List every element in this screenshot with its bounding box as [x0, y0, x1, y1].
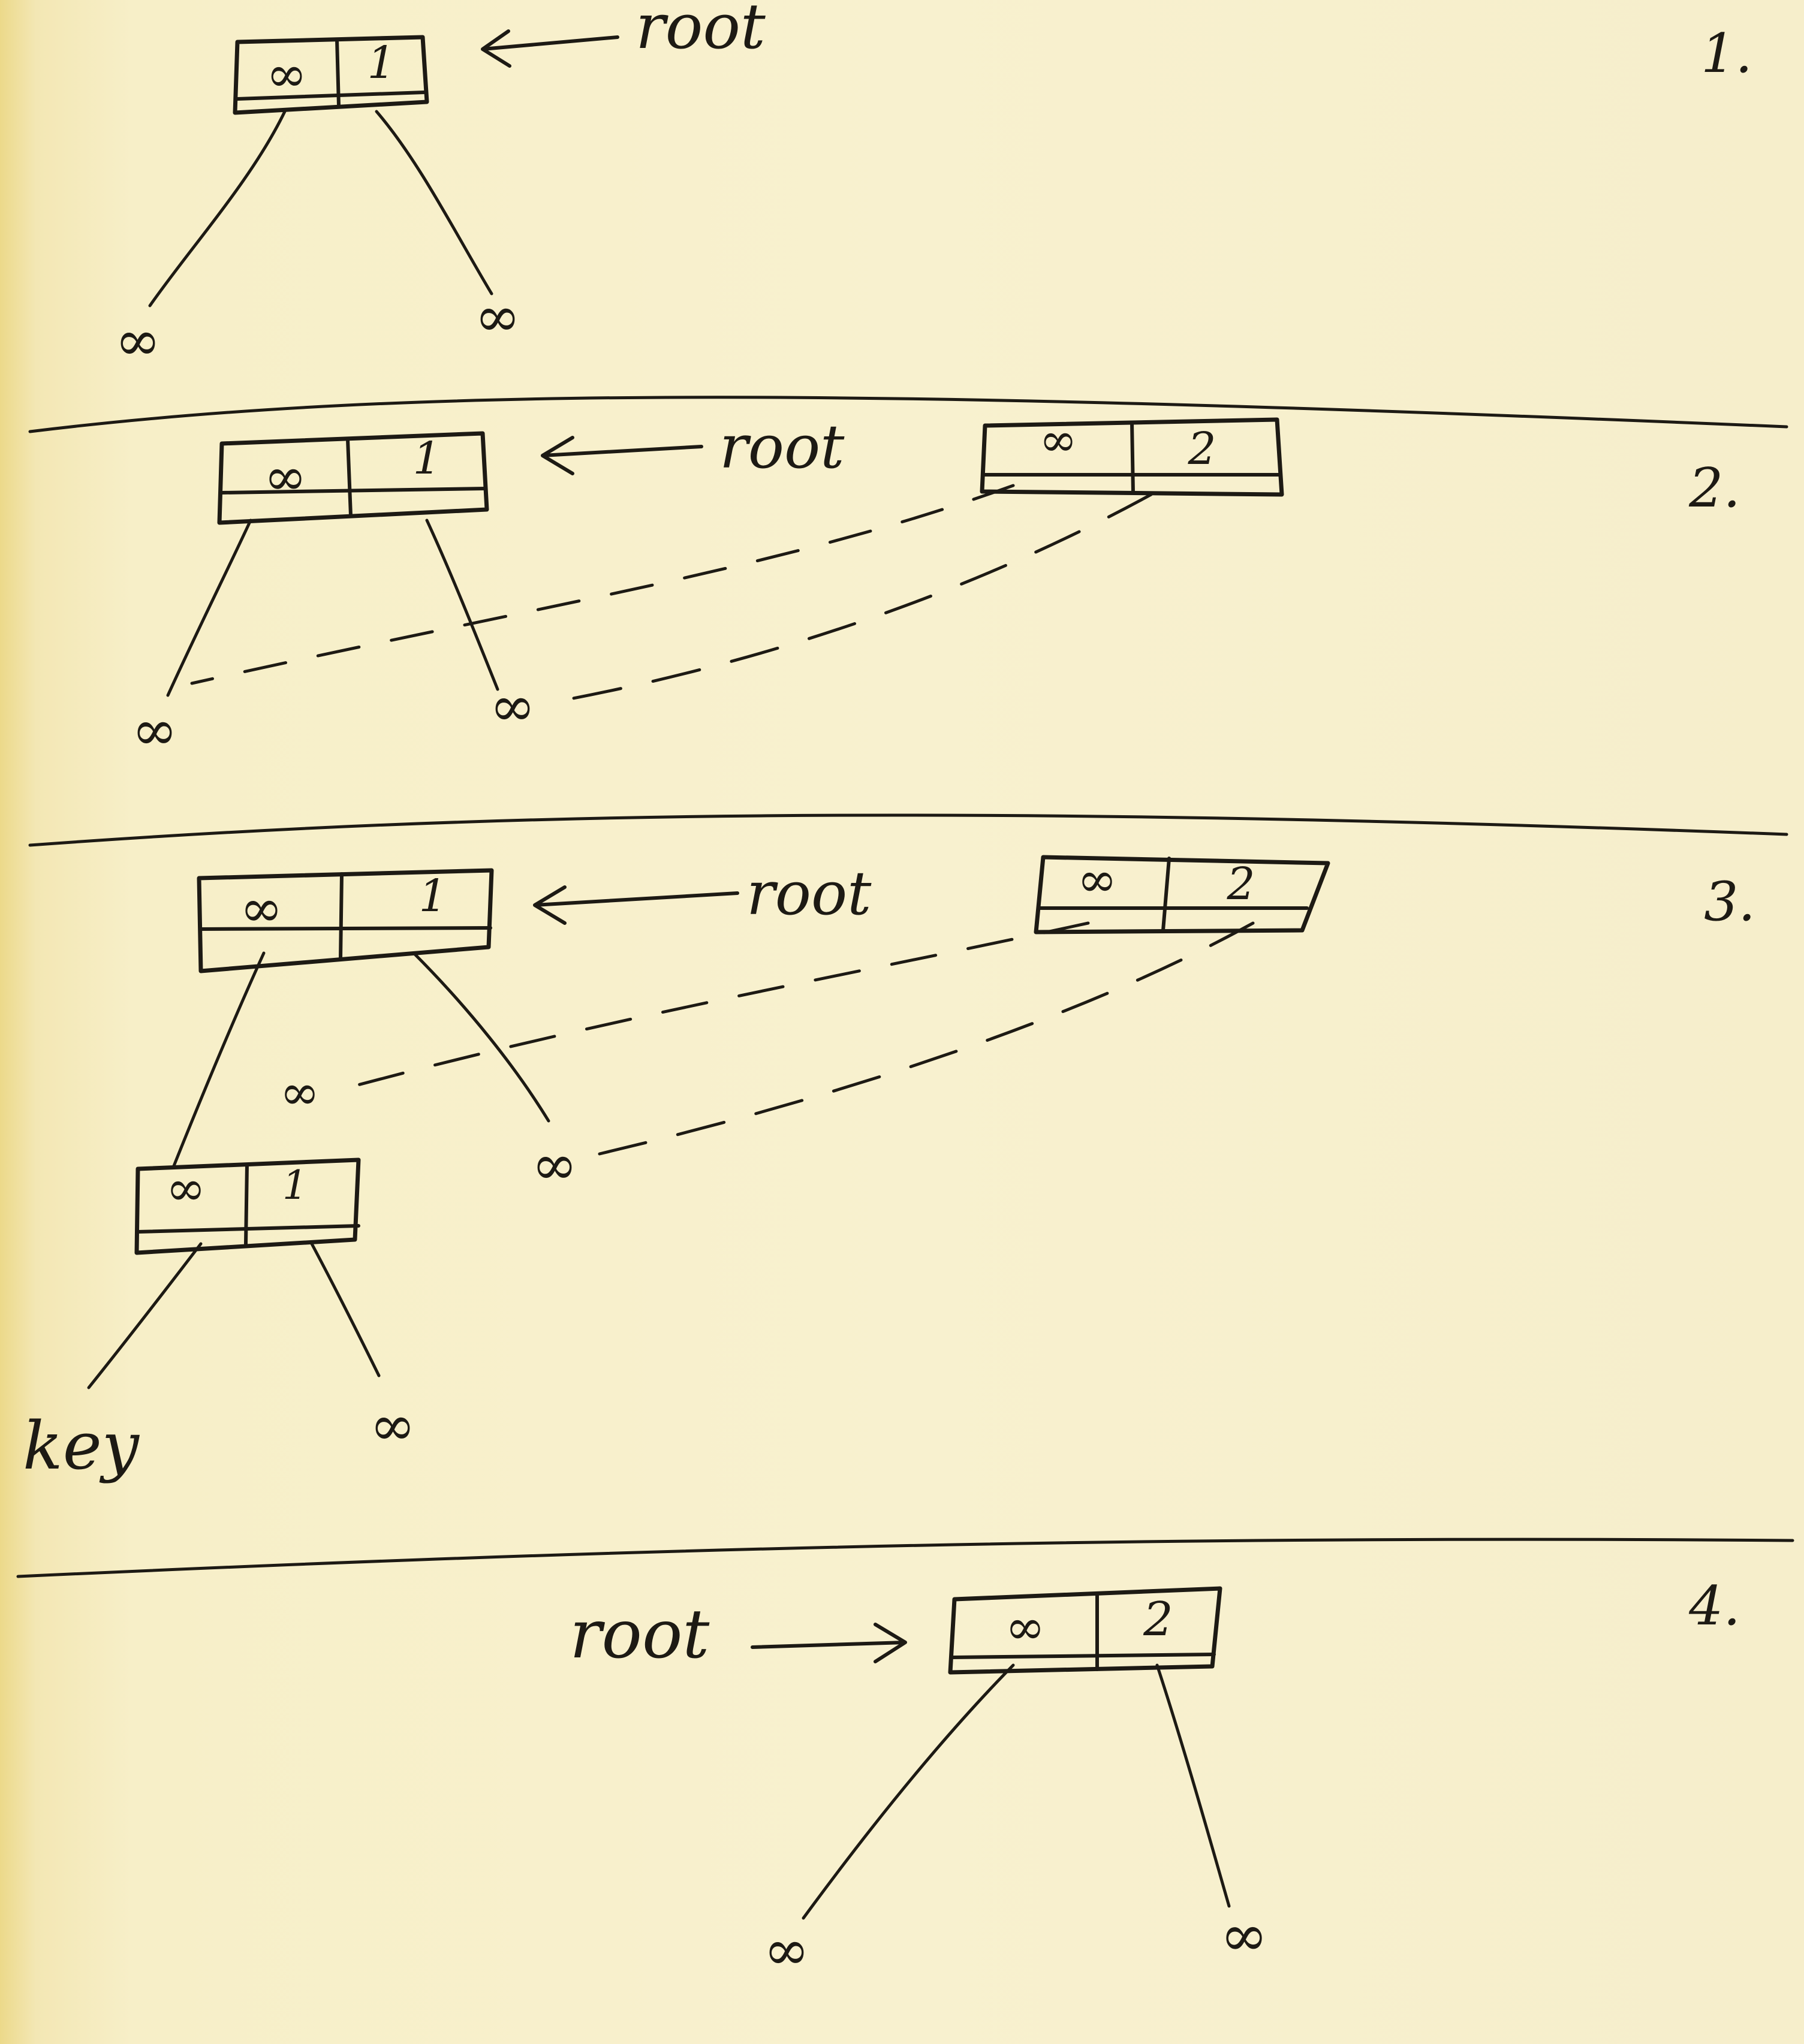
dashed-link-p2-left	[190, 484, 1015, 685]
divider-3	[16, 1537, 1794, 1578]
dashed-link-p2-right	[556, 493, 1153, 703]
node-p3-root: ∞ 1	[197, 868, 494, 973]
node-p3-new-left-value: ∞	[1077, 852, 1118, 908]
divider-1	[28, 396, 1788, 433]
root-label-p3: root	[746, 858, 872, 928]
divider-2	[28, 813, 1788, 847]
edge-p1-left	[148, 110, 287, 307]
node-p4-root: ∞ 2	[948, 1586, 1222, 1675]
panel-number-2: 2.	[1688, 457, 1740, 520]
node-p1-root-right-value: 1	[367, 37, 395, 89]
node-p3-root-left-value: ∞	[240, 879, 283, 939]
node-p1-root-left-value: ∞	[266, 46, 307, 103]
dashed-link-p3-left	[334, 921, 1090, 1093]
leaf-p2-left: ∞	[132, 698, 178, 762]
pointer-arrow-p4	[751, 1623, 907, 1663]
edge-p3-child-left	[87, 1242, 203, 1389]
edge-p4-right	[1155, 1663, 1231, 1908]
edge-p3-left	[172, 951, 266, 1168]
node-p3-root-right-value: 1	[418, 870, 447, 922]
node-p1-root: ∞ 1	[233, 35, 429, 115]
node-p3-new-right-value: 2	[1226, 858, 1255, 910]
edge-p2-left	[166, 518, 252, 697]
root-label-p1: root	[636, 0, 766, 63]
edge-p1-right	[375, 110, 493, 296]
node-p2-new: ∞ 2	[980, 413, 1284, 497]
node-p2-new-right-value: 2	[1187, 423, 1216, 475]
leaf-p2-right: ∞	[490, 674, 536, 738]
node-p2-new-left-value: ∞	[1039, 413, 1077, 466]
node-p2-root-left-value: ∞	[264, 447, 307, 507]
node-p4-root-left-value: ∞	[1005, 1599, 1046, 1655]
leaf-p1-right: ∞	[475, 285, 521, 349]
node-p3-child: ∞ 1	[134, 1157, 361, 1255]
root-label-p2: root	[719, 412, 845, 482]
node-p2-root-right-value: 1	[412, 433, 441, 484]
node-p4-root-right-value: 2	[1143, 1593, 1173, 1647]
pointer-arrow-p3	[533, 885, 739, 925]
leaf-p3-left: ∞	[280, 1065, 320, 1120]
panel-3: ∞ 1 root ∞ 2 ∞ ∞ ∞ 1 key ∞ 3.	[23, 852, 1755, 1484]
panel-number-4: 4.	[1688, 1575, 1740, 1638]
pointer-arrow-p1	[481, 29, 619, 68]
node-p3-child-right-value: 1	[282, 1162, 308, 1208]
panel-number-3: 3.	[1704, 870, 1755, 933]
panel-2: ∞ 1 root ∞ 2 ∞ ∞ 2.	[132, 412, 1740, 762]
node-p3-child-left-value: ∞	[166, 1160, 206, 1216]
panel-number-1: 1.	[1701, 22, 1752, 85]
leaf-p1-left: ∞	[115, 309, 161, 373]
edge-p4-left	[802, 1663, 1015, 1920]
dashed-link-p3-right	[598, 921, 1255, 1156]
edge-p3-right	[412, 951, 550, 1123]
edge-p3-child-right	[310, 1242, 381, 1377]
leaf-p3-child-right: ∞	[370, 1394, 416, 1458]
node-p3-new: ∞ 2	[1034, 852, 1330, 934]
panel-1: ∞ 1 root ∞ ∞ 1.	[115, 0, 1752, 373]
pointer-arrow-p2	[541, 436, 703, 475]
leaf-p4-right: ∞	[1220, 1902, 1268, 1969]
node-p2-root: ∞ 1	[217, 431, 489, 525]
root-label-p4: root	[570, 1596, 710, 1674]
leaf-p4-left: ∞	[764, 1918, 810, 1982]
edge-p2-right	[425, 518, 499, 691]
leaf-p3-right: ∞	[532, 1133, 578, 1197]
leaf-key-label: key	[23, 1407, 140, 1484]
panel-4: root ∞ 2 ∞ ∞ 4.	[570, 1575, 1740, 1982]
